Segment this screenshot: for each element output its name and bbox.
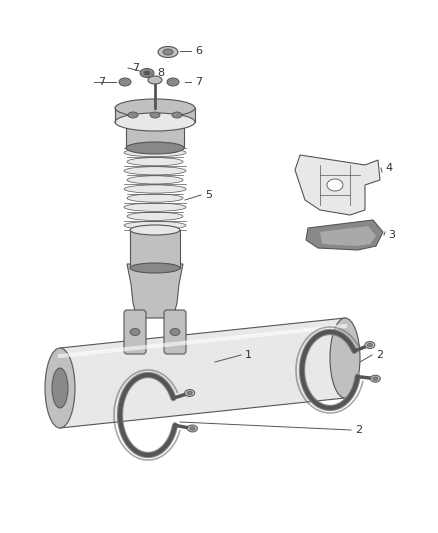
- Ellipse shape: [128, 112, 138, 118]
- Ellipse shape: [365, 342, 375, 349]
- Ellipse shape: [327, 179, 343, 191]
- FancyBboxPatch shape: [124, 310, 146, 354]
- Polygon shape: [60, 318, 345, 428]
- Ellipse shape: [130, 263, 180, 273]
- Ellipse shape: [185, 390, 194, 397]
- Ellipse shape: [124, 203, 186, 211]
- Ellipse shape: [373, 377, 378, 381]
- Ellipse shape: [190, 427, 195, 430]
- Text: 7: 7: [132, 63, 139, 73]
- Ellipse shape: [130, 225, 180, 235]
- Polygon shape: [306, 220, 383, 250]
- Ellipse shape: [127, 176, 183, 184]
- Ellipse shape: [330, 318, 360, 398]
- Ellipse shape: [119, 78, 131, 86]
- Ellipse shape: [158, 46, 178, 58]
- Ellipse shape: [187, 391, 192, 395]
- Text: 2: 2: [355, 425, 362, 435]
- Ellipse shape: [163, 49, 173, 55]
- Polygon shape: [295, 155, 380, 215]
- Ellipse shape: [127, 158, 183, 166]
- Text: 8: 8: [157, 68, 164, 78]
- Bar: [130, 230, 180, 268]
- Ellipse shape: [115, 99, 195, 117]
- Ellipse shape: [370, 375, 380, 382]
- Text: 3: 3: [388, 230, 395, 240]
- Ellipse shape: [140, 69, 154, 77]
- Ellipse shape: [170, 328, 180, 335]
- Ellipse shape: [127, 212, 183, 221]
- Text: 4: 4: [385, 163, 392, 173]
- Ellipse shape: [124, 221, 186, 230]
- Ellipse shape: [126, 142, 184, 154]
- Text: 5: 5: [205, 190, 212, 200]
- Text: 7: 7: [98, 77, 105, 87]
- Text: 7: 7: [195, 77, 202, 87]
- Ellipse shape: [115, 113, 195, 131]
- Bar: [115, 108, 195, 122]
- Ellipse shape: [148, 76, 162, 84]
- Ellipse shape: [52, 368, 68, 408]
- Ellipse shape: [144, 71, 150, 75]
- Ellipse shape: [124, 149, 186, 157]
- Ellipse shape: [124, 185, 186, 193]
- Ellipse shape: [130, 328, 140, 335]
- Text: 2: 2: [376, 350, 383, 360]
- Polygon shape: [320, 226, 376, 246]
- Ellipse shape: [172, 112, 182, 118]
- Text: 6: 6: [195, 46, 202, 56]
- Ellipse shape: [127, 194, 183, 202]
- Ellipse shape: [167, 78, 179, 86]
- Text: 1: 1: [245, 350, 252, 360]
- Ellipse shape: [124, 167, 186, 175]
- Ellipse shape: [367, 343, 372, 347]
- FancyBboxPatch shape: [164, 310, 186, 354]
- Ellipse shape: [150, 112, 160, 118]
- Polygon shape: [127, 264, 183, 318]
- Ellipse shape: [45, 348, 75, 428]
- Ellipse shape: [187, 425, 198, 432]
- Bar: [126, 122, 184, 148]
